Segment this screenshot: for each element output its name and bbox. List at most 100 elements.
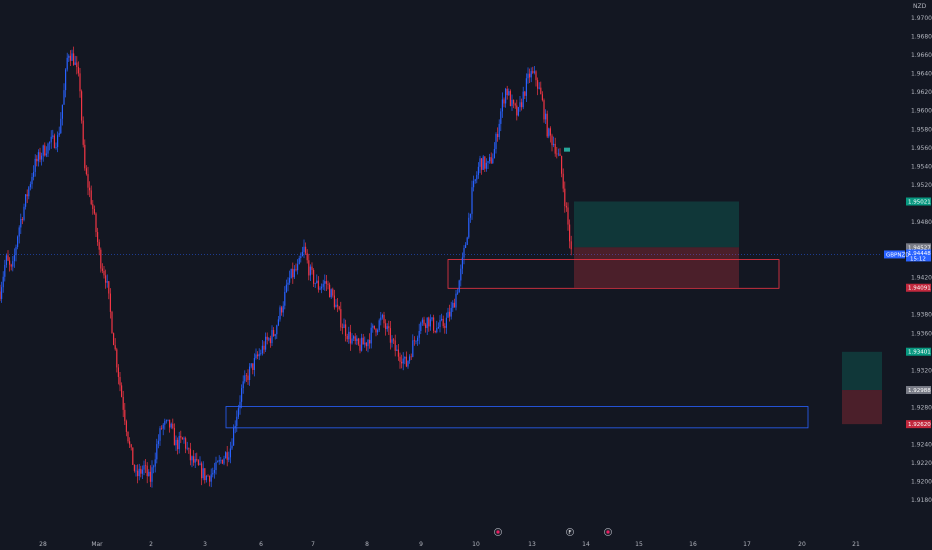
candle-body <box>188 447 190 449</box>
candle-body <box>303 246 305 252</box>
candle-body <box>514 103 516 106</box>
candle-body <box>431 317 433 320</box>
candle-body <box>495 134 497 150</box>
candle-body <box>119 376 121 386</box>
candle-body <box>489 157 491 162</box>
candle-body <box>311 266 313 270</box>
candle-body <box>348 331 350 340</box>
candle-body <box>9 260 11 265</box>
candle-body <box>199 463 201 465</box>
candle-body <box>122 396 124 410</box>
currency-label: NZD <box>913 3 927 10</box>
candle-body <box>89 187 91 191</box>
candle-body <box>285 284 287 292</box>
candle-body <box>191 456 193 461</box>
candle-body <box>538 87 540 89</box>
candle-body <box>433 317 435 331</box>
candle-body <box>521 102 523 108</box>
candle-body <box>359 344 361 351</box>
candle-body <box>101 268 103 271</box>
candle-body <box>271 330 273 344</box>
candle-body <box>97 232 99 243</box>
candle-body <box>485 162 487 169</box>
candle-body <box>437 327 439 329</box>
price-tag-label: 1.94091 <box>908 286 931 292</box>
candle-body <box>129 441 131 445</box>
candle-body <box>265 336 267 350</box>
candle-body <box>345 324 347 336</box>
y-tick-label: 1.96800 <box>911 34 932 41</box>
candle-body <box>562 173 564 189</box>
symbol-tag <box>884 250 905 259</box>
candle-body <box>95 213 97 233</box>
candles-layer <box>0 46 572 488</box>
candle-body <box>330 289 332 298</box>
candle-body <box>181 437 183 440</box>
candle-body <box>276 325 278 335</box>
candle-body <box>17 236 19 248</box>
candle-body <box>114 345 116 350</box>
candle-body <box>317 280 319 290</box>
candle-body <box>506 88 508 96</box>
y-tick-label: 1.95200 <box>911 182 932 189</box>
candle-body <box>223 458 225 464</box>
candle-body <box>341 327 343 329</box>
candle-body <box>559 153 561 156</box>
candle-body <box>325 281 327 284</box>
candle-body <box>393 339 395 341</box>
candle-body <box>212 472 214 475</box>
candle-body <box>4 264 6 277</box>
candle-body <box>377 330 379 333</box>
candle-body <box>93 209 95 214</box>
candle-body <box>477 166 479 176</box>
x-tick-label: 15 <box>635 541 643 548</box>
candle-body <box>418 330 420 338</box>
candle-body <box>450 307 452 317</box>
candle-body <box>409 356 411 361</box>
candle-body <box>213 469 215 473</box>
event-flag-dot <box>496 530 500 534</box>
candle-body <box>385 323 387 330</box>
candle-body <box>511 99 513 107</box>
candle-body <box>36 158 38 162</box>
candle-body <box>210 474 212 482</box>
candle-body <box>548 128 550 137</box>
candle-body <box>357 338 359 345</box>
y-tick-label: 1.97000 <box>911 15 932 22</box>
candle-body <box>61 104 63 119</box>
candle-body <box>172 423 174 429</box>
candle-body <box>42 145 44 156</box>
candle-body <box>7 255 9 261</box>
candle-body <box>204 468 206 481</box>
candle-body <box>306 253 308 261</box>
candle-body <box>140 468 142 474</box>
price-tag-label: 1.95021 <box>908 199 931 205</box>
candle-body <box>173 428 175 446</box>
price-tag-label: 1.92988 <box>908 388 931 394</box>
x-tick-label: 2 <box>149 541 153 548</box>
candle-body <box>242 381 244 389</box>
candle-body <box>193 456 195 463</box>
candle-body <box>492 158 494 164</box>
candle-body <box>314 283 316 284</box>
y-tick-label: 1.92000 <box>911 479 932 486</box>
candle-body <box>469 213 471 218</box>
y-tick-label: 1.91800 <box>911 497 932 504</box>
candle-body <box>125 421 127 432</box>
y-tick-label: 1.93600 <box>911 330 932 337</box>
candle-body <box>28 187 30 197</box>
candle-body <box>145 465 147 466</box>
candle-body <box>207 475 209 477</box>
position-stop-zone <box>574 247 739 288</box>
candle-body <box>92 204 94 210</box>
candle-body <box>426 317 428 329</box>
candle-body <box>23 206 25 220</box>
candle-body <box>381 314 383 318</box>
candle-body <box>332 289 334 296</box>
candle-body <box>2 276 4 288</box>
candle-body <box>484 156 486 169</box>
candle-body <box>463 247 465 258</box>
candle-body <box>439 320 441 328</box>
